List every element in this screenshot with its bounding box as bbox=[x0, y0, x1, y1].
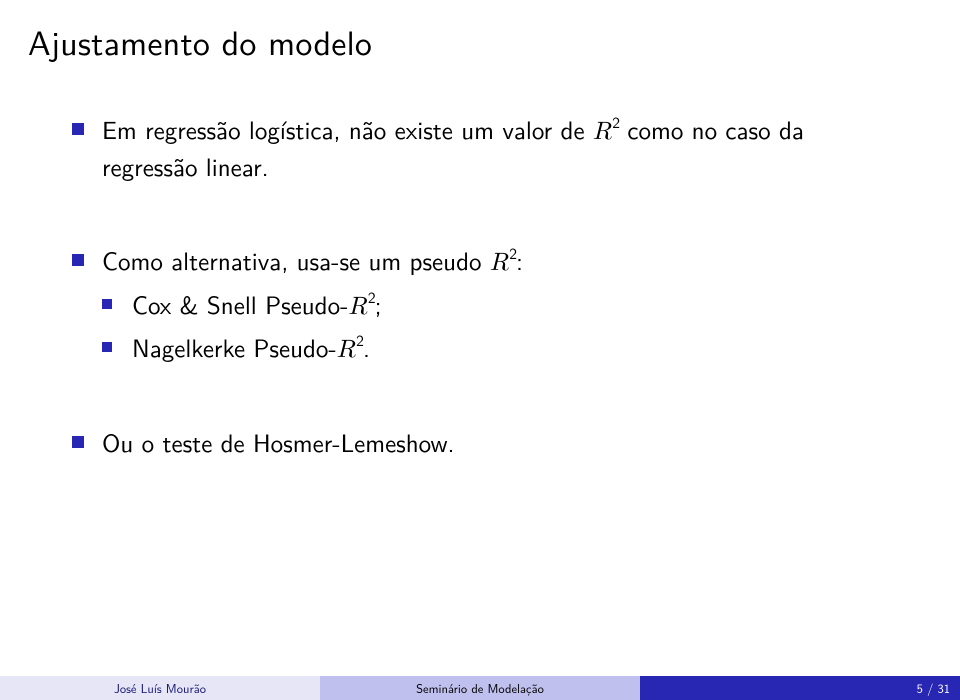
slide-title: Ajustamento do modelo bbox=[28, 16, 372, 66]
math-exp: 2 bbox=[356, 328, 364, 351]
bullet-item-3: Ou o teste de Hosmer-Lemeshow. bbox=[72, 425, 900, 459]
bullet-item-1: Em regressão logística, não existe um va… bbox=[72, 112, 900, 183]
text: Como alternativa, usa-se um pseudo bbox=[102, 241, 490, 278]
slide: Ajustamento do modelo Em regressão logís… bbox=[0, 0, 960, 700]
math-exp: 2 bbox=[509, 241, 517, 264]
spacer bbox=[72, 373, 900, 425]
square-bullet-icon bbox=[102, 299, 112, 309]
spacer bbox=[72, 191, 900, 243]
bullet-item-2: Como alternativa, usa-se um pseudo R2: bbox=[72, 243, 900, 280]
square-bullet-icon bbox=[72, 254, 84, 266]
math-var: R bbox=[348, 294, 366, 319]
square-bullet-icon bbox=[72, 436, 84, 448]
text: Em regressão logística, não existe um va… bbox=[102, 110, 593, 147]
math-exp: 2 bbox=[612, 110, 620, 133]
square-bullet-icon bbox=[72, 123, 84, 135]
page-number: 5 / 31 bbox=[917, 676, 950, 700]
math-var: R bbox=[593, 119, 611, 144]
footer-author: José Luís Mourão bbox=[0, 676, 320, 700]
footer: José Luís Mourão Seminário de Modelação … bbox=[0, 676, 960, 700]
sub-bullet-item-1: Cox & Snell Pseudo-R2; bbox=[102, 287, 900, 324]
text: : bbox=[516, 241, 523, 278]
math-var: R bbox=[490, 250, 508, 275]
text: Cox & Snell Pseudo- bbox=[132, 285, 348, 322]
math-var: R bbox=[337, 337, 355, 362]
footer-title: Seminário de Modelação bbox=[320, 676, 640, 700]
slide-content: Em regressão logística, não existe um va… bbox=[72, 112, 900, 467]
square-bullet-icon bbox=[102, 342, 112, 352]
sub-bullet-item-2: Nagelkerke Pseudo-R2. bbox=[102, 330, 900, 367]
footer-right: 5 / 31 bbox=[640, 676, 960, 700]
text: Ou o teste de Hosmer-Lemeshow. bbox=[102, 423, 455, 460]
math-exp: 2 bbox=[368, 285, 376, 308]
text: Nagelkerke Pseudo- bbox=[132, 328, 337, 365]
